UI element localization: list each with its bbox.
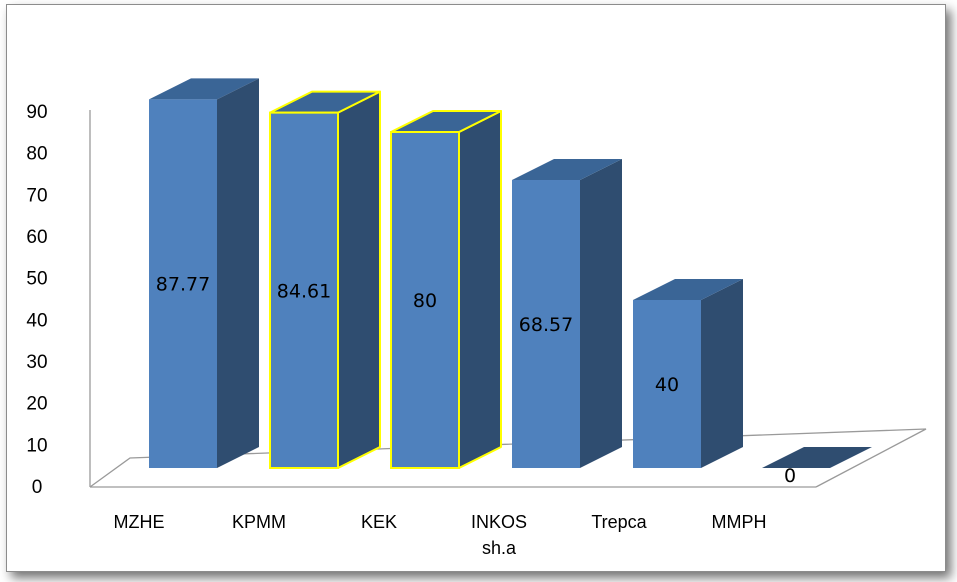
bar-front: [633, 300, 701, 468]
x-tick-label: Trepca: [591, 512, 647, 532]
bar-side: [217, 78, 259, 468]
y-tick-label: 70: [26, 185, 47, 206]
y-tick-label: 20: [26, 394, 47, 415]
data-label: 80: [413, 290, 437, 312]
bar-side: [337, 90, 381, 469]
bar-flat-top: [762, 447, 872, 468]
bar-top: [633, 279, 743, 300]
x-tick-label: KPMM: [232, 512, 286, 532]
bars: 87.77 84.61 80 68.57 40 0: [149, 78, 872, 487]
x-tick-label: MZHE: [114, 512, 165, 532]
x-tick-label: MMPH: [712, 512, 767, 532]
y-tick-label: 60: [26, 227, 47, 248]
y-tick-label: 30: [26, 352, 47, 373]
bar-side: [701, 279, 743, 468]
data-label: 0: [784, 465, 796, 487]
bar-side: [458, 110, 502, 469]
y-axis-ticks: 0 10 20 30 40 50 60 70 80 90: [26, 102, 47, 498]
bar: 80: [390, 110, 502, 469]
bar-side: [580, 159, 622, 469]
bar: 84.61: [269, 90, 381, 469]
data-label: 84.61: [277, 280, 331, 302]
bar: 0: [762, 447, 872, 487]
data-label: 40: [655, 374, 679, 396]
y-tick-label: 0: [32, 477, 43, 498]
y-tick-label: 90: [26, 102, 47, 123]
x-tick-label: INKOS sh.a: [471, 512, 527, 558]
bar-front: [269, 111, 339, 469]
data-label: 68.57: [519, 314, 573, 336]
bar: 87.77: [149, 78, 259, 468]
bar: 68.57: [512, 159, 622, 469]
x-tick-label: KEK: [361, 512, 397, 532]
y-tick-label: 10: [26, 435, 47, 456]
bar: 40: [633, 279, 743, 468]
y-tick-label: 40: [26, 310, 47, 331]
bar-front: [512, 180, 580, 469]
data-label: 87.77: [156, 274, 210, 296]
x-axis-labels: MZHE KPMM KEK INKOS sh.a Trepca MMPH: [114, 512, 767, 558]
y-tick-label: 80: [26, 144, 47, 165]
bar-top: [149, 78, 259, 100]
bar-top: [512, 159, 622, 181]
bar-front: [390, 131, 460, 469]
y-tick-label: 50: [26, 269, 47, 290]
bar-front: [149, 99, 217, 468]
